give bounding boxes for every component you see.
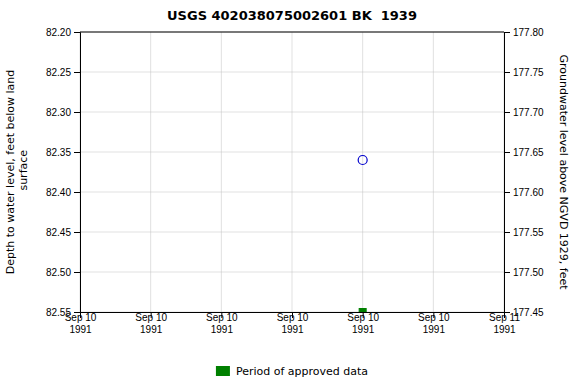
tick-label: 177.75 (513, 67, 544, 78)
tick-label-line: 1991 (211, 324, 234, 335)
tick-label: Sep 101991 (135, 312, 167, 335)
tick-mark (504, 312, 510, 313)
tick-label: 82.55 (46, 307, 71, 318)
tick: 82.55 (46, 307, 80, 318)
tick-label: 177.70 (513, 107, 544, 118)
y-axis-title-line: surface (17, 150, 30, 194)
grid-line (433, 32, 434, 312)
y-axis: 82.20 82.25 82.30 82.35 82.40 82.45 82.50 82.55 (46, 27, 81, 318)
grid-line (221, 32, 222, 312)
tick-label: 177.45 (513, 307, 544, 318)
tick: 177.75 (504, 67, 544, 78)
tick-label-line: 1991 (493, 324, 516, 335)
grid-line (80, 32, 504, 33)
tick-label: 82.30 (46, 107, 71, 118)
grid (80, 32, 504, 312)
tick-label-line: Sep 10 (206, 312, 238, 323)
tick-label-line: Sep 10 (347, 312, 379, 323)
tick-label-line: 1991 (423, 324, 446, 335)
tick-mark (74, 272, 80, 273)
tick-label: Sep 101991 (277, 312, 309, 335)
tick-mark (74, 112, 80, 113)
tick: Sep 101991 (135, 312, 167, 335)
tick-label: 82.45 (46, 227, 71, 238)
y2-axis-title: Groundwater level above NGVD 1929, feet (557, 54, 570, 290)
tick-mark (504, 32, 510, 33)
tick: 177.50 (504, 267, 544, 278)
point (358, 156, 367, 165)
tick-label-line: Sep 10 (418, 312, 450, 323)
tick: 177.60 (504, 187, 544, 198)
tick-mark (504, 72, 510, 73)
tick: 82.35 (46, 147, 80, 158)
y2-axis: 177.80 177.75 177.70 177.65 177.60 177.55 177.… (504, 27, 544, 318)
tick-label: 82.20 (46, 27, 71, 38)
tick-mark (504, 232, 510, 233)
tick-label: 177.55 (513, 227, 544, 238)
legend: Period of approved data (216, 365, 368, 378)
tick: 177.55 (504, 227, 544, 238)
tick-label: Sep 101991 (347, 312, 379, 335)
grid-line (292, 32, 293, 312)
tick-label: Sep 101991 (418, 312, 450, 335)
tick-label: Sep 101991 (206, 312, 238, 335)
tick-mark (74, 72, 80, 73)
tick-mark (504, 152, 510, 153)
tick-mark (504, 272, 510, 273)
tick-label: 82.35 (46, 147, 71, 158)
tick-label: 82.25 (46, 67, 71, 78)
tick: 82.45 (46, 227, 80, 238)
point (359, 309, 366, 313)
plot: Sep 101991Sep 101991Sep 101991Sep 101991… (46, 27, 544, 335)
tick-label-line: 1991 (281, 324, 304, 335)
tick-label-line: 1991 (140, 324, 163, 335)
y-axis-title-line: Depth to water level, feet below land (4, 70, 17, 275)
tick-label-line: Sep 10 (135, 312, 167, 323)
tick-mark (74, 232, 80, 233)
x-axis: Sep 101991Sep 101991Sep 101991Sep 101991… (65, 312, 521, 335)
tick-label-line: Sep 10 (277, 312, 309, 323)
grid-line (150, 32, 151, 312)
tick: Sep 101991 (347, 312, 379, 335)
tick: 82.30 (46, 107, 80, 118)
tick-label: 82.40 (46, 187, 71, 198)
grid-line (362, 32, 363, 312)
tick-label-line: 1991 (352, 324, 375, 335)
title: USGS 402038075002601 BK 1939 (167, 8, 417, 23)
marks (358, 156, 367, 313)
tick-label: 177.60 (513, 187, 544, 198)
axis-line (74, 33, 81, 313)
series (358, 156, 367, 165)
tick-mark (504, 112, 510, 113)
tick-label-line: 1991 (69, 324, 92, 335)
chart: Sep 101991Sep 101991Sep 101991Sep 101991… (0, 0, 576, 384)
tick: 82.20 (46, 27, 80, 38)
tick-mark (74, 192, 80, 193)
tick: Sep 101991 (277, 312, 309, 335)
legend-swatch (216, 366, 230, 376)
tick: Sep 101991 (418, 312, 450, 335)
tick-mark (74, 32, 80, 33)
frame-line (80, 32, 504, 33)
tick: Sep 101991 (206, 312, 238, 335)
y-axis-title: Depth to water level, feet below land su… (4, 70, 30, 275)
legend-label: Period of approved data (236, 365, 368, 378)
tick: 82.50 (46, 267, 80, 278)
tick: 82.40 (46, 187, 80, 198)
series (359, 309, 366, 313)
tick: 177.80 (504, 27, 544, 38)
tick-mark (504, 192, 510, 193)
tick-mark (74, 312, 80, 313)
tick-label: 177.50 (513, 267, 544, 278)
tick: 82.25 (46, 67, 80, 78)
tick-label: 177.65 (513, 147, 544, 158)
tick: 177.70 (504, 107, 544, 118)
tick-label: 177.80 (513, 27, 544, 38)
tick: 177.65 (504, 147, 544, 158)
tick-label: 82.50 (46, 267, 71, 278)
axis-line (505, 33, 511, 313)
tick: 177.45 (504, 307, 544, 318)
tick-mark (74, 152, 80, 153)
legend-item: Period of approved data (216, 365, 368, 378)
